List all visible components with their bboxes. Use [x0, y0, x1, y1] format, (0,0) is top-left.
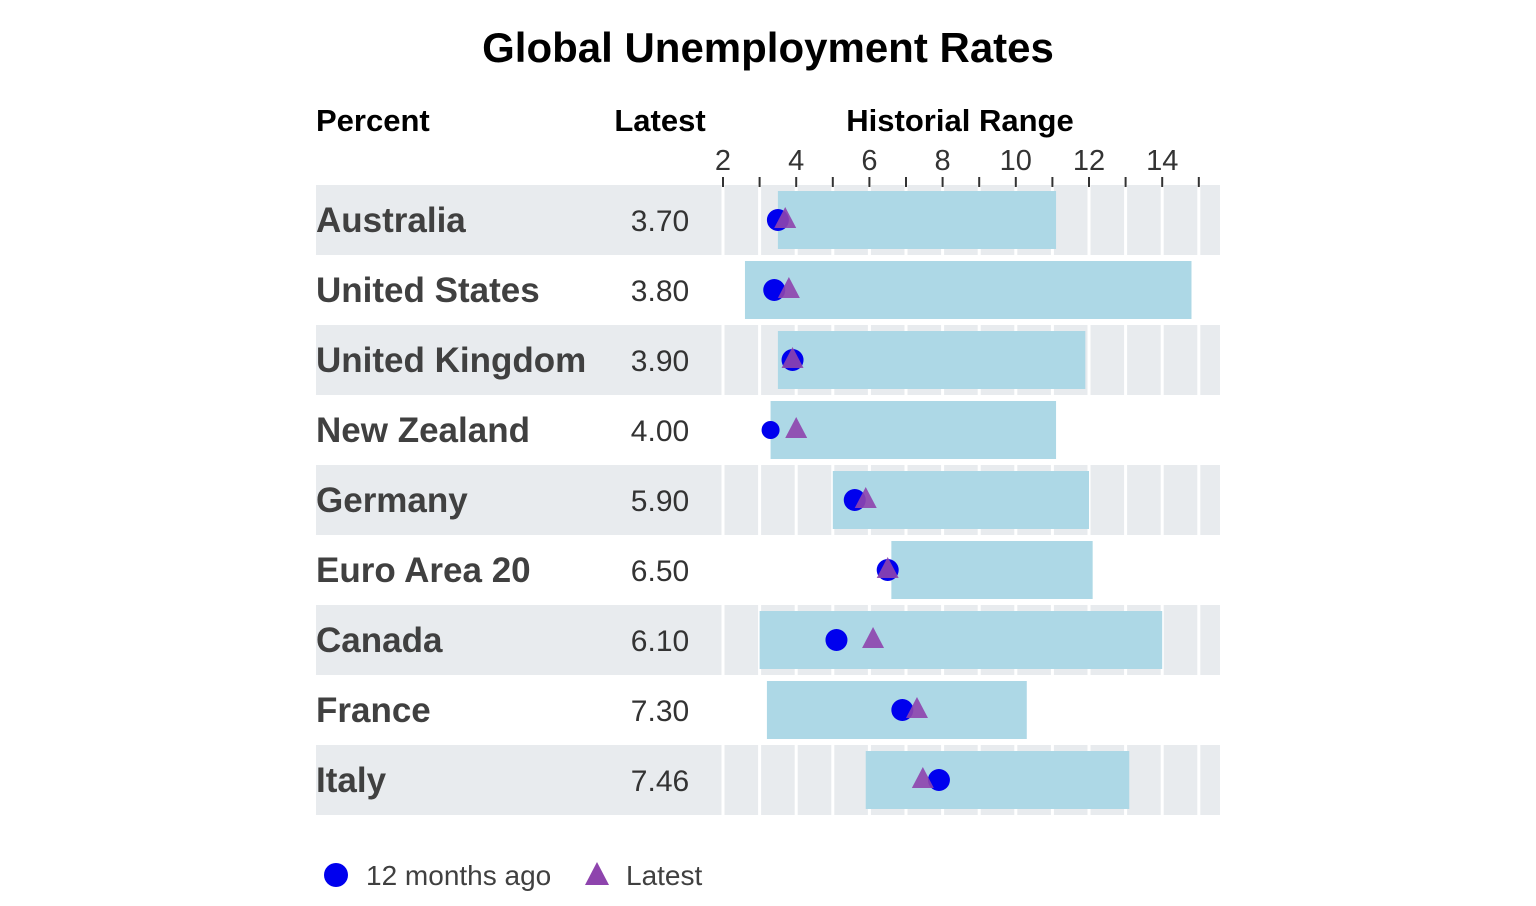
range-bar [777, 331, 1086, 389]
marker-latest [774, 207, 797, 228]
country-label: New Zealand [316, 411, 530, 450]
legend-label-12-months-ago: 12 months ago [366, 860, 551, 891]
country-label: Euro Area 20 [316, 551, 531, 590]
range-bar [777, 191, 1057, 249]
country-label: Canada [316, 621, 443, 660]
latest-value: 3.90 [631, 345, 689, 378]
x-tick-label: 4 [788, 145, 804, 177]
marker-12-months-ago [761, 421, 780, 439]
latest-value: 6.50 [631, 555, 689, 588]
country-label: Germany [316, 481, 468, 520]
legend-label-latest: Latest [626, 860, 702, 891]
legend-triangle-marker [585, 862, 609, 885]
country-label: United States [316, 271, 540, 310]
x-axis: 2 4 6 8 10 12 14 [715, 145, 1200, 187]
header-percent: Percent [316, 103, 430, 138]
latest-value: 3.80 [631, 275, 689, 308]
country-label: United Kingdom [316, 341, 586, 380]
latest-value: 7.46 [631, 765, 689, 798]
header-latest: Latest [614, 103, 705, 138]
latest-value: 4.00 [631, 415, 689, 448]
x-tick-label: 14 [1146, 145, 1178, 177]
country-label: France [316, 691, 431, 730]
country-label: Australia [316, 201, 466, 240]
marker-latest [905, 697, 928, 718]
range-bar [865, 751, 1130, 809]
marker-latest [785, 417, 808, 438]
marker-latest [777, 277, 800, 298]
x-tick-label: 2 [715, 145, 731, 177]
marker-latest [854, 487, 877, 508]
chart-rows: Australia 3.70 United States 3.80 United Kin… [316, 191, 1192, 809]
range-bar [770, 401, 1057, 459]
legend-circle-marker [324, 863, 348, 887]
marker-12-months-ago [927, 769, 950, 791]
marker-latest [781, 347, 804, 368]
marker-latest [911, 767, 934, 788]
latest-value: 7.30 [631, 695, 689, 728]
chart-title: Global Unemployment Rates [482, 24, 1054, 71]
marker-12-months-ago [825, 629, 848, 651]
marker-latest [876, 557, 899, 578]
latest-value: 6.10 [631, 625, 689, 658]
legend: 12 months ago Latest [324, 860, 702, 891]
range-bar [891, 541, 1093, 599]
range-bar [759, 611, 1163, 669]
marker-latest [862, 627, 885, 648]
x-tick-label: 10 [1000, 145, 1032, 177]
latest-value: 5.90 [631, 485, 689, 518]
country-label: Italy [316, 761, 387, 800]
x-tick-label: 8 [935, 145, 951, 177]
x-tick-label: 6 [861, 145, 877, 177]
range-bar [832, 471, 1089, 529]
latest-value: 3.70 [631, 205, 689, 238]
header-historical-range: Historial Range [846, 103, 1073, 138]
x-tick-label: 12 [1073, 145, 1105, 177]
range-bar [744, 261, 1192, 319]
